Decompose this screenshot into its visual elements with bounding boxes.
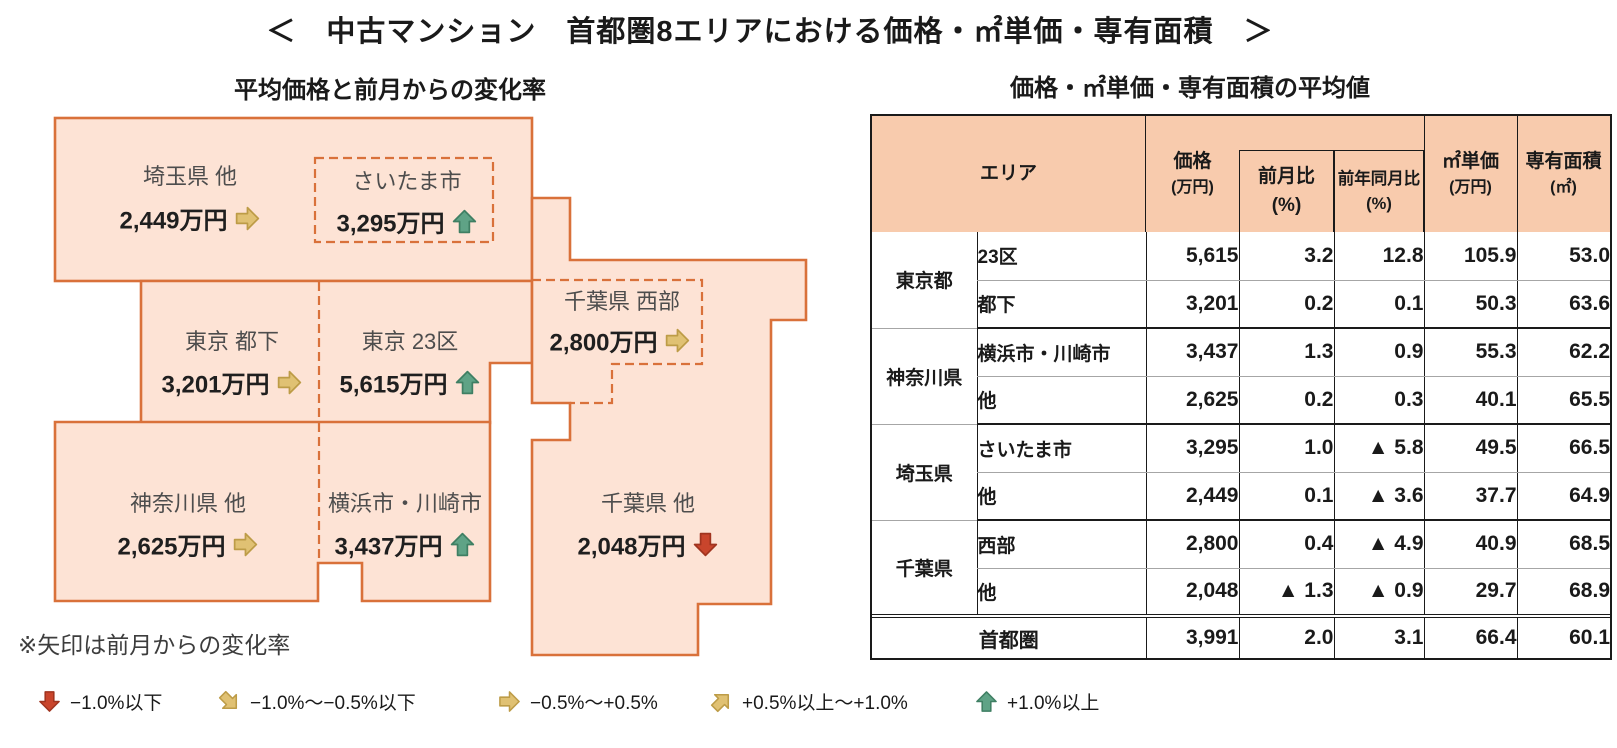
total-label-cell: 首都圏 bbox=[872, 614, 1146, 658]
region-label: 東京 23区 bbox=[361, 329, 459, 354]
pref-cell: 千葉県 bbox=[872, 520, 977, 617]
saitama-city-dashed-box bbox=[313, 156, 495, 244]
header-area: エリア bbox=[872, 116, 1146, 232]
down-right-arrow-icon bbox=[213, 685, 246, 718]
region-price: 2,048万円 bbox=[577, 527, 718, 562]
legend-item: −1.0%〜−0.5%以下 bbox=[218, 688, 416, 715]
legend-label: −0.5%〜+0.5% bbox=[530, 693, 658, 714]
header-unit-price: ㎡単価 (万円) bbox=[1441, 150, 1499, 197]
legend-label: +1.0%以上 bbox=[1007, 693, 1100, 714]
legend-label: −1.0%〜−0.5%以下 bbox=[250, 693, 416, 714]
region-shape-saitama bbox=[53, 116, 534, 283]
pref-cell: 埼玉県 bbox=[872, 424, 977, 521]
legend-item: −1.0%以下 bbox=[38, 688, 162, 715]
header-mom: 前月比 (%) bbox=[1239, 150, 1334, 232]
down-arrow-icon bbox=[38, 690, 61, 713]
map-footnote: ※矢印は前月からの変化率 bbox=[18, 632, 291, 658]
right-arrow-icon bbox=[665, 327, 691, 353]
header-yoy: 前年同月比 (%) bbox=[1334, 150, 1424, 232]
up-arrow-icon bbox=[455, 369, 481, 395]
summary-table: エリア 価格 (万円) 前月比 (%) 前年同月比 (%) ㎡単価 (万円) 専有面積(… bbox=[870, 114, 1612, 660]
region-shape-kanagawa bbox=[53, 420, 492, 603]
region-map bbox=[53, 116, 808, 657]
region-label: 横浜市・川崎市 bbox=[327, 491, 483, 516]
region-shape-chiba bbox=[530, 196, 808, 657]
table-section-title: 価格・㎡単価・専有面積の平均値 bbox=[1010, 75, 1370, 102]
region-price: 3,201万円 bbox=[161, 365, 302, 400]
region-price: 3,437万円 bbox=[334, 527, 475, 562]
map-section-title: 平均価格と前月からの変化率 bbox=[234, 77, 546, 104]
header-price: 価格 (万円) bbox=[1171, 150, 1214, 197]
right-arrow-icon bbox=[233, 531, 259, 557]
table-header: エリア 価格 (万円) 前月比 (%) 前年同月比 (%) ㎡単価 (万円) 専有面積(… bbox=[872, 116, 1610, 234]
right-arrow-icon bbox=[498, 690, 521, 713]
table-row: 都下 3,201 0.2 0.1 50.3 63.6 bbox=[872, 280, 1610, 329]
legend-label: +0.5%以上〜+1.0% bbox=[742, 693, 908, 714]
region-label: 埼玉県 他 bbox=[142, 164, 238, 189]
up-arrow-icon bbox=[975, 690, 998, 713]
up-arrow-icon bbox=[450, 531, 476, 557]
table-row: 神奈川県 横浜市・川崎市 3,437 1.3 0.9 55.3 62.2 bbox=[872, 328, 1610, 425]
region-label: さいたま市 bbox=[352, 169, 462, 194]
region-label: 東京 都下 bbox=[184, 329, 280, 354]
table-row: 千葉県 西部 2,800 0.4 ▲ 4.9 40.9 68.5 bbox=[872, 520, 1610, 617]
region-label: 神奈川県 他 bbox=[129, 491, 247, 516]
header-floor-area: 専有面積 (㎡) bbox=[1525, 150, 1602, 197]
region-price: 2,449万円 bbox=[119, 201, 260, 236]
region-label: 千葉県 他 bbox=[600, 491, 696, 516]
table-body: 東京都 23区 5,615 3.2 12.8 105.9 53.0 都下 3,2… bbox=[872, 232, 1610, 658]
table-row: 他 2,625 0.2 0.3 40.1 65.5 bbox=[872, 376, 1610, 425]
legend-item: +0.5%以上〜+1.0% bbox=[710, 688, 908, 715]
region-price: 5,615万円 bbox=[339, 365, 480, 400]
up-right-arrow-icon bbox=[705, 685, 738, 718]
page-title: ＜ 中古マンション 首都圏8エリアにおける価格・㎡単価・専有面積 ＞ bbox=[266, 16, 1274, 48]
legend-item: +1.0%以上 bbox=[975, 688, 1099, 715]
table-row: 他 2,048 ▲ 1.3 ▲ 0.9 29.7 68.9 bbox=[872, 568, 1610, 616]
header-divider bbox=[1517, 116, 1518, 232]
region-price: 3,295万円 bbox=[336, 204, 477, 239]
down-arrow-icon bbox=[693, 531, 719, 557]
table-row: 埼玉県 さいたま市 3,295 1.0 ▲ 5.8 49.5 66.5 bbox=[872, 424, 1610, 521]
region-price: 2,625万円 bbox=[117, 527, 258, 562]
region-price: 2,800万円 bbox=[549, 323, 690, 358]
region-label: 千葉県 西部 bbox=[563, 289, 681, 314]
right-arrow-icon bbox=[235, 205, 261, 231]
table-row: 東京都 23区 5,615 3.2 12.8 105.9 53.0 bbox=[872, 232, 1610, 329]
right-arrow-icon bbox=[277, 369, 303, 395]
pref-cell: 東京都 bbox=[872, 232, 977, 329]
legend-label: −1.0%以下 bbox=[70, 693, 163, 714]
chiba-west-dashed-boundary bbox=[532, 278, 704, 405]
up-arrow-icon bbox=[452, 208, 478, 234]
table-total-row: 首都圏 3,991 2.0 3.1 66.4 60.1 bbox=[872, 614, 1610, 658]
legend-item: −0.5%〜+0.5% bbox=[498, 688, 658, 715]
header-divider bbox=[1424, 116, 1425, 232]
table-row: 他 2,449 0.1 ▲ 3.6 37.7 64.9 bbox=[872, 472, 1610, 521]
pref-cell: 神奈川県 bbox=[872, 328, 977, 425]
